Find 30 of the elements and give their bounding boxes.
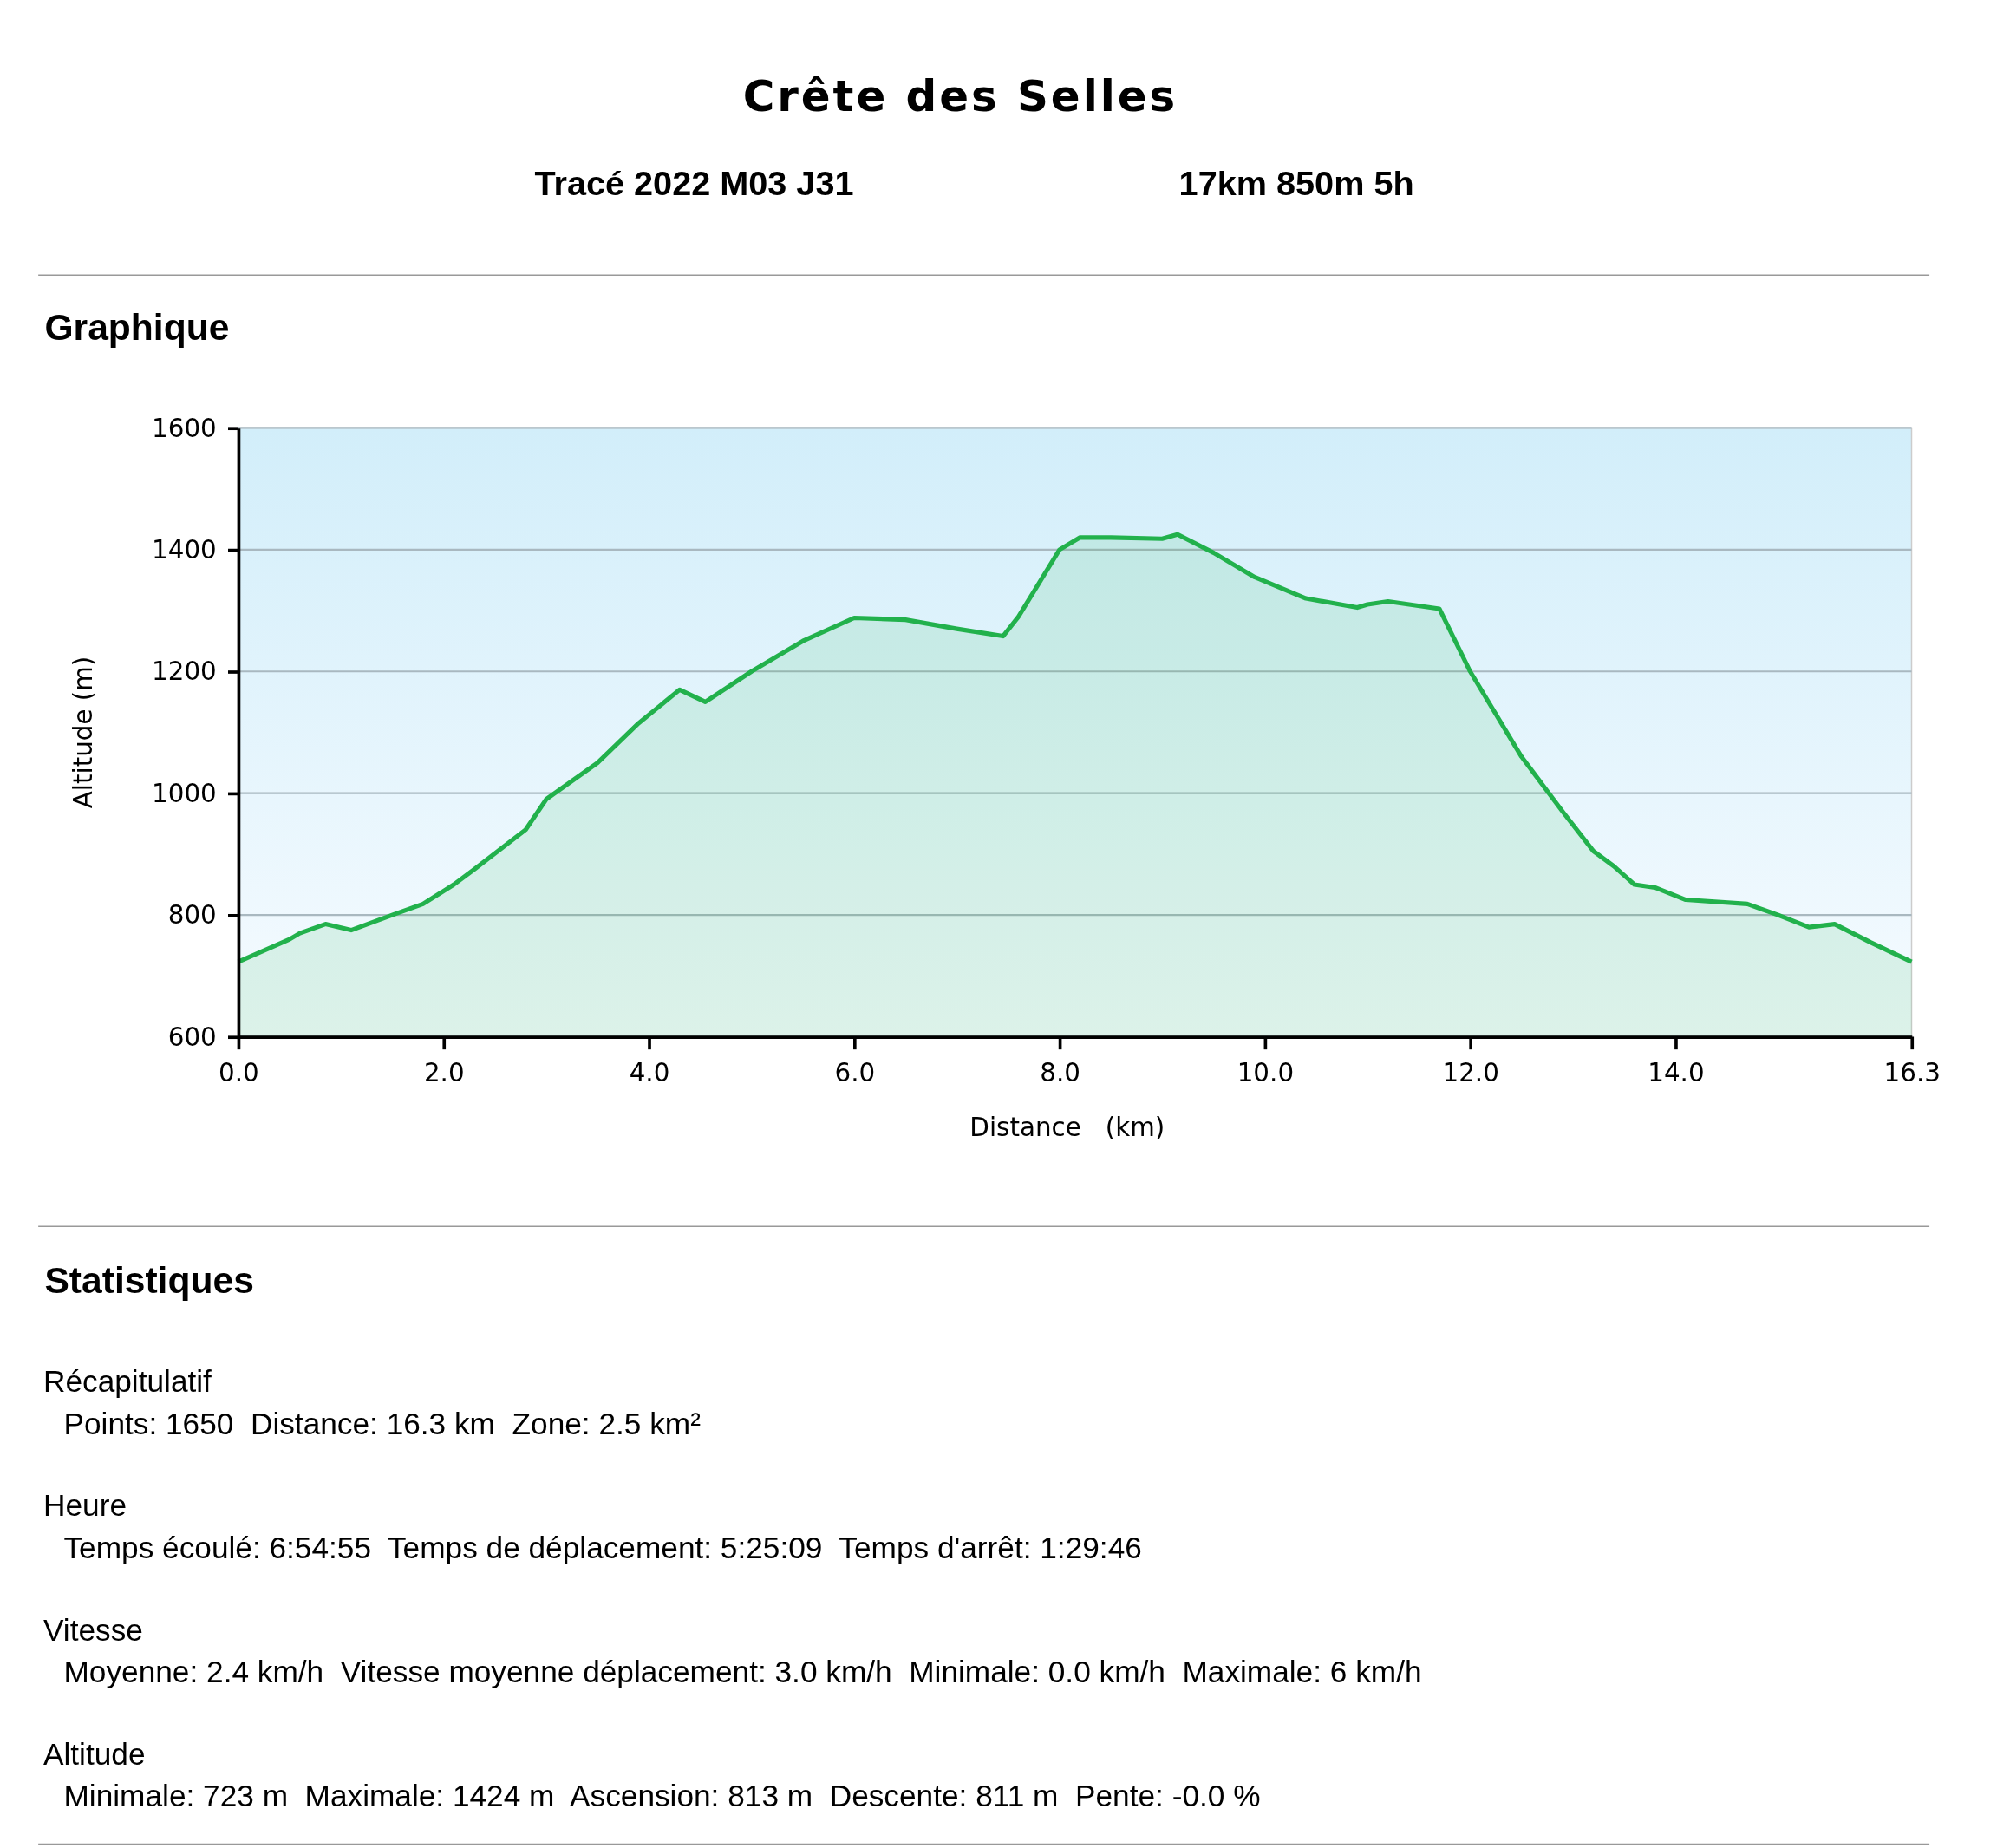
text: Temps écoulé: 6:54:55 Temps de déplacement: 5:25:09 Temps d'arrêt: 1:29:46 <box>63 1530 1142 1564</box>
x-tick-label: 0.0 <box>219 1057 259 1087</box>
x-tick-label: 6.0 <box>834 1057 876 1087</box>
text: Récapitulatif <box>43 1364 212 1399</box>
y-tick-label: 600 <box>167 1022 217 1052</box>
text: 17km 850m 5h <box>1178 163 1414 202</box>
text: Altitude <box>43 1736 146 1771</box>
y-axis-title: Altitude (m) <box>68 656 98 809</box>
y-tick-label: 1000 <box>152 778 217 808</box>
y-tick-label: 800 <box>167 900 217 931</box>
x-tick-label: 8.0 <box>1040 1057 1080 1087</box>
y-tick-label: 1200 <box>152 656 217 687</box>
text: Minimale: 723 m Maximale: 1424 m Ascension: 813 m Descente: 811 m Pente: -0.0 % <box>63 1779 1261 1813</box>
x-tick-label: 4.0 <box>629 1057 670 1087</box>
x-tick-label: 10.0 <box>1237 1057 1295 1087</box>
text: Vitesse <box>43 1612 143 1647</box>
x-tick-label: 14.0 <box>1648 1057 1705 1087</box>
text: Moyenne: 2.4 km/h Vitesse moyenne déplacement: 3.0 km/h Minimale: 0.0 km/h Maximale: 6 km/h <box>63 1655 1422 1689</box>
chart-subtitle: Tracé 2022 M03 J31 <box>534 163 854 202</box>
text: Statistiques <box>44 1258 254 1301</box>
x-tick-label: 12.0 <box>1442 1057 1499 1087</box>
x-tick-label: 16.3 <box>1883 1057 1941 1087</box>
x-axis-title: Distance (km) <box>969 1113 1165 1143</box>
text: Points: 1650 Distance: 16.3 km Zone: 2.5 km² <box>63 1406 702 1440</box>
y-tick-label: 1600 <box>152 413 217 443</box>
text: Heure <box>43 1488 127 1523</box>
x-tick-label: 2.0 <box>423 1057 465 1087</box>
chart-title: Crête des Selles <box>742 70 1178 121</box>
text: Graphique <box>44 306 230 349</box>
y-tick-label: 1400 <box>152 535 217 565</box>
